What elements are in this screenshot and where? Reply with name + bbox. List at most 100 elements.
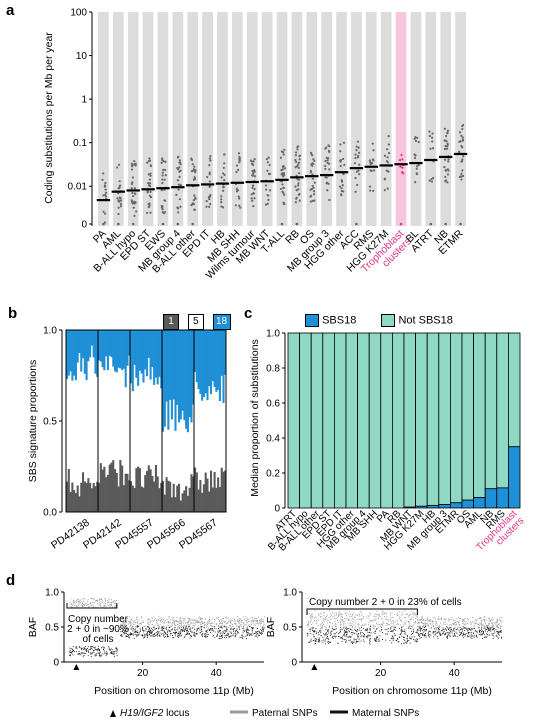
panel-d-right-snp-point [444,628,446,630]
panel-d-left-snp-point [230,633,232,635]
panel-d-right-snp-point [422,631,424,633]
panel-d-left-snp-point [228,620,230,622]
panel-a-point [178,175,181,178]
panel-d-right-snp-point [417,633,419,635]
panel-d-left-snp-point [188,625,190,627]
panel-d-right-snp-point [323,634,325,636]
panel-a-point [369,161,372,164]
panel-b-bar-sbs18 [153,330,156,385]
panel-d-right-snp-point [419,632,421,634]
panel-d-left-snp-point [166,635,168,637]
panel-a-point [250,160,253,163]
panel-d-right-snp-point [424,626,425,628]
panel-a-point [311,177,315,180]
panel-d-left-snp-point [197,622,199,624]
panel-b-bar-sbs1 [130,481,133,512]
panel-d-left-snp-point [166,621,168,623]
panel-d-left-snp-point [149,632,151,634]
panel-d-right-snp-point [387,624,389,626]
panel-a-point [324,147,327,150]
panel-d-right-snp-point [359,624,361,626]
panel-d-left-snp-point [132,620,134,622]
panel-d-left-snp-point [71,603,73,605]
panel-d-right-snp-point [348,630,350,632]
panel-d-left-snp-point [218,631,220,633]
panel-d-right-snp-point [406,627,408,629]
panel-d-left-snp-point [207,636,208,637]
panel-d-left-snp-point [210,623,212,625]
panel-d-left-snp-point [208,620,210,622]
panel-d-right-snp-point [479,618,480,620]
panel-a-point [221,206,225,209]
panel-d-left-snp-point [164,620,166,622]
panel-d-left-snp-point [179,617,181,619]
panel-d-left-snp-point [250,633,252,635]
panel-d-left-snp-point [193,632,195,634]
panel-d-right-snp-point [471,635,473,637]
panel-d-left-snp-point [75,647,77,649]
panel-b-bar-sbs1 [112,460,115,512]
panel-d-left-snp-point [261,632,263,634]
panel-d-left-snp-point [232,630,234,632]
panel-d-right-snp-point [489,618,491,620]
panel-d-left-snp-point [73,650,74,652]
panel-d-right-snp-point [429,630,430,632]
panel-d-right-snp-point [345,632,347,634]
panel-a-point [251,184,255,187]
panel-d-right-snp-point [321,627,323,629]
panel-a-point [444,144,447,148]
panel-d-left-snp-point [158,620,160,622]
panel-d-right-snp-point [438,627,440,629]
panel-d-left-snp-point [195,633,197,635]
panel-d-left-snp-point [186,627,188,629]
panel-d-left-snp-point [128,616,130,618]
panel-b-bar-sbs1 [201,492,204,512]
panel-a-point [417,140,420,144]
panel-b-bar-sbs18 [156,330,159,385]
panel-d-right-snp-point [408,620,410,622]
panel-d-right-snp-point [433,621,435,623]
panel-d-left-snp-point [87,646,89,648]
panel-a-point [178,166,181,169]
panel-d-left-snp-point [70,605,71,607]
panel-d-right-snp-point [326,614,328,616]
panel-d-right-snp-point [346,632,348,634]
panel-d-left-snp-point [239,619,241,621]
panel-a-zero-point [102,222,105,226]
panel-d-right-snp-point [429,636,430,638]
panel-d-left-snp-point [224,625,226,627]
panel-d-right-snp-point [478,627,480,628]
panel-a-point [446,145,449,148]
panel-d-left-snp-point [152,634,154,636]
panel-d-left-snp-point [212,630,214,632]
panel-d-left-snp-point [243,630,245,632]
panel-b-bar-sbs1 [83,481,86,512]
panel-d-left-snp-point [135,621,136,623]
panel-d-left-snp-point [98,602,100,604]
panel-d-left-snp-point [78,601,80,603]
panel-d-right-snp-point [308,620,310,622]
panel-d-left-snp-point [165,628,167,630]
panel-d-left-snp-point [188,626,190,628]
panel-d-right-snp-point [457,636,459,638]
panel-d-left-snp-point [223,626,225,628]
panel-d-left-snp-point [115,650,117,652]
panel-b-bar-sbs18 [170,330,173,420]
panel-d-right-snp-point [375,618,377,620]
panel-d-right-snp-point [438,616,440,618]
panel-d-right-snp-point [332,627,334,629]
panel-d-left-snp-point [75,604,77,606]
panel-d-left-snp-point [152,630,154,631]
panel-d-right-snp-point [447,623,449,625]
panel-a-point [163,199,167,202]
panel-d-left-snp-point [188,634,190,635]
panel-d-right-snp-point [358,636,360,638]
panel-d-right-snp-point [406,641,408,643]
panel-d-right-snp-point [458,634,460,636]
panel-d-right-snp-point [491,633,493,635]
panel-b-bar-sbs18 [114,330,117,372]
panel-d-right-snp-point [450,618,452,620]
panel-d-left-snp-point [226,623,227,625]
panel-d-left-snp-point [256,622,258,624]
panel-d-left-snp-point [153,634,155,636]
